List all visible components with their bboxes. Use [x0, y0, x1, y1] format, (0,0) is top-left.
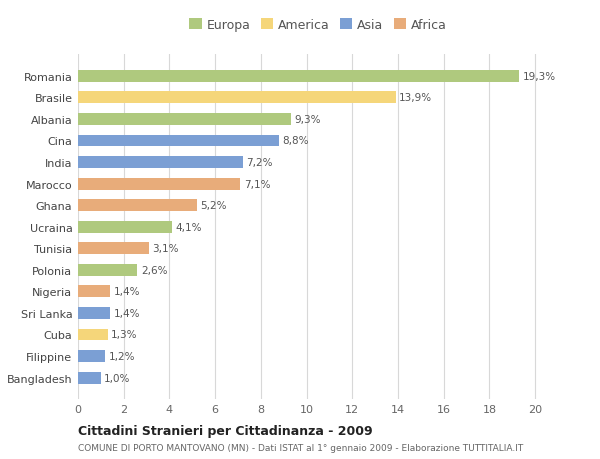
Bar [78, 135, 279, 147]
Bar [78, 114, 290, 126]
Bar [78, 178, 240, 190]
Text: 1,2%: 1,2% [109, 351, 136, 361]
Bar [78, 243, 149, 255]
Text: 1,4%: 1,4% [113, 308, 140, 318]
Text: 2,6%: 2,6% [141, 265, 167, 275]
Bar [78, 264, 137, 276]
Text: Cittadini Stranieri per Cittadinanza - 2009: Cittadini Stranieri per Cittadinanza - 2… [78, 425, 373, 437]
Text: 1,3%: 1,3% [111, 330, 137, 340]
Text: 7,2%: 7,2% [246, 158, 272, 168]
Bar [78, 157, 242, 168]
Text: 7,1%: 7,1% [244, 179, 270, 189]
Text: 13,9%: 13,9% [399, 93, 432, 103]
Bar [78, 286, 110, 297]
Bar [78, 71, 519, 83]
Bar [78, 200, 197, 212]
Text: 1,0%: 1,0% [104, 373, 131, 383]
Legend: Europa, America, Asia, Africa: Europa, America, Asia, Africa [187, 17, 449, 34]
Bar [78, 329, 108, 341]
Text: 1,4%: 1,4% [113, 287, 140, 297]
Text: 4,1%: 4,1% [175, 222, 202, 232]
Bar [78, 221, 172, 233]
Bar [78, 372, 101, 384]
Text: 5,2%: 5,2% [200, 201, 227, 211]
Text: 8,8%: 8,8% [283, 136, 309, 146]
Bar [78, 92, 396, 104]
Text: 3,1%: 3,1% [152, 244, 179, 254]
Text: 9,3%: 9,3% [294, 115, 320, 125]
Text: COMUNE DI PORTO MANTOVANO (MN) - Dati ISTAT al 1° gennaio 2009 - Elaborazione TU: COMUNE DI PORTO MANTOVANO (MN) - Dati IS… [78, 443, 523, 452]
Text: 19,3%: 19,3% [523, 72, 556, 82]
Bar [78, 350, 106, 362]
Bar [78, 308, 110, 319]
